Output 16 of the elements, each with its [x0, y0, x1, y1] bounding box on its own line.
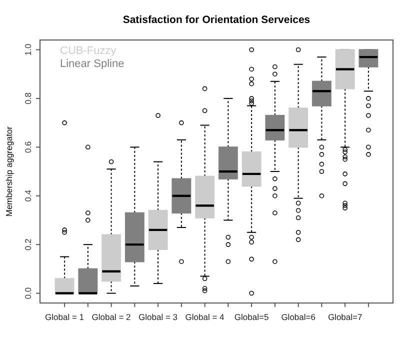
x-tick-label: Global = 1 — [45, 312, 84, 322]
x-tick-label: Global = 4 — [185, 312, 225, 322]
y-axis-title: Membership aggregator — [4, 126, 14, 217]
y-tick-label: 0.2 — [23, 238, 33, 250]
x-tick-label: Global=5 — [234, 312, 269, 322]
y-tick-label: 0.0 — [23, 287, 33, 300]
x-tick-label: Global=7 — [328, 312, 362, 322]
y-tick-label: 0.8 — [23, 92, 33, 104]
text: Linear Spline — [60, 58, 124, 70]
x-tick-label: Global=6 — [281, 312, 316, 322]
x-tick-label: Global = 3 — [138, 312, 178, 322]
chart-title: Satisfaction for Orientation Serveices — [122, 14, 310, 26]
y-tick-label: 0.6 — [23, 140, 33, 154]
y-tick-label: 1.0 — [23, 44, 33, 56]
x-tick-label: Global = 2 — [92, 312, 132, 322]
y-tick-label: 0.4 — [23, 190, 33, 202]
